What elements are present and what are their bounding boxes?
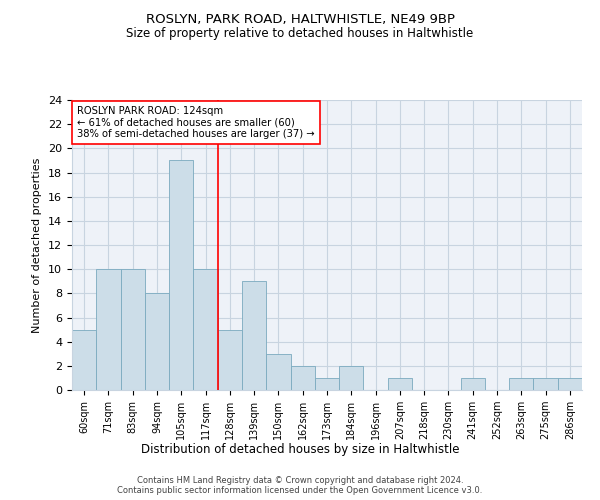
Text: Contains HM Land Registry data © Crown copyright and database right 2024.
Contai: Contains HM Land Registry data © Crown c… bbox=[118, 476, 482, 495]
Text: Size of property relative to detached houses in Haltwhistle: Size of property relative to detached ho… bbox=[127, 28, 473, 40]
Bar bbox=[193, 269, 218, 390]
Text: Distribution of detached houses by size in Haltwhistle: Distribution of detached houses by size … bbox=[141, 442, 459, 456]
Bar bbox=[121, 269, 145, 390]
Bar bbox=[558, 378, 582, 390]
Bar bbox=[315, 378, 339, 390]
Bar bbox=[218, 330, 242, 390]
Text: ROSLYN, PARK ROAD, HALTWHISTLE, NE49 9BP: ROSLYN, PARK ROAD, HALTWHISTLE, NE49 9BP bbox=[146, 12, 455, 26]
Bar bbox=[266, 354, 290, 390]
Bar bbox=[533, 378, 558, 390]
Bar bbox=[509, 378, 533, 390]
Bar bbox=[461, 378, 485, 390]
Bar bbox=[290, 366, 315, 390]
Bar bbox=[145, 294, 169, 390]
Y-axis label: Number of detached properties: Number of detached properties bbox=[32, 158, 43, 332]
Bar bbox=[388, 378, 412, 390]
Bar bbox=[72, 330, 96, 390]
Bar bbox=[169, 160, 193, 390]
Bar bbox=[339, 366, 364, 390]
Text: ROSLYN PARK ROAD: 124sqm
← 61% of detached houses are smaller (60)
38% of semi-d: ROSLYN PARK ROAD: 124sqm ← 61% of detach… bbox=[77, 106, 315, 139]
Bar bbox=[96, 269, 121, 390]
Bar bbox=[242, 281, 266, 390]
